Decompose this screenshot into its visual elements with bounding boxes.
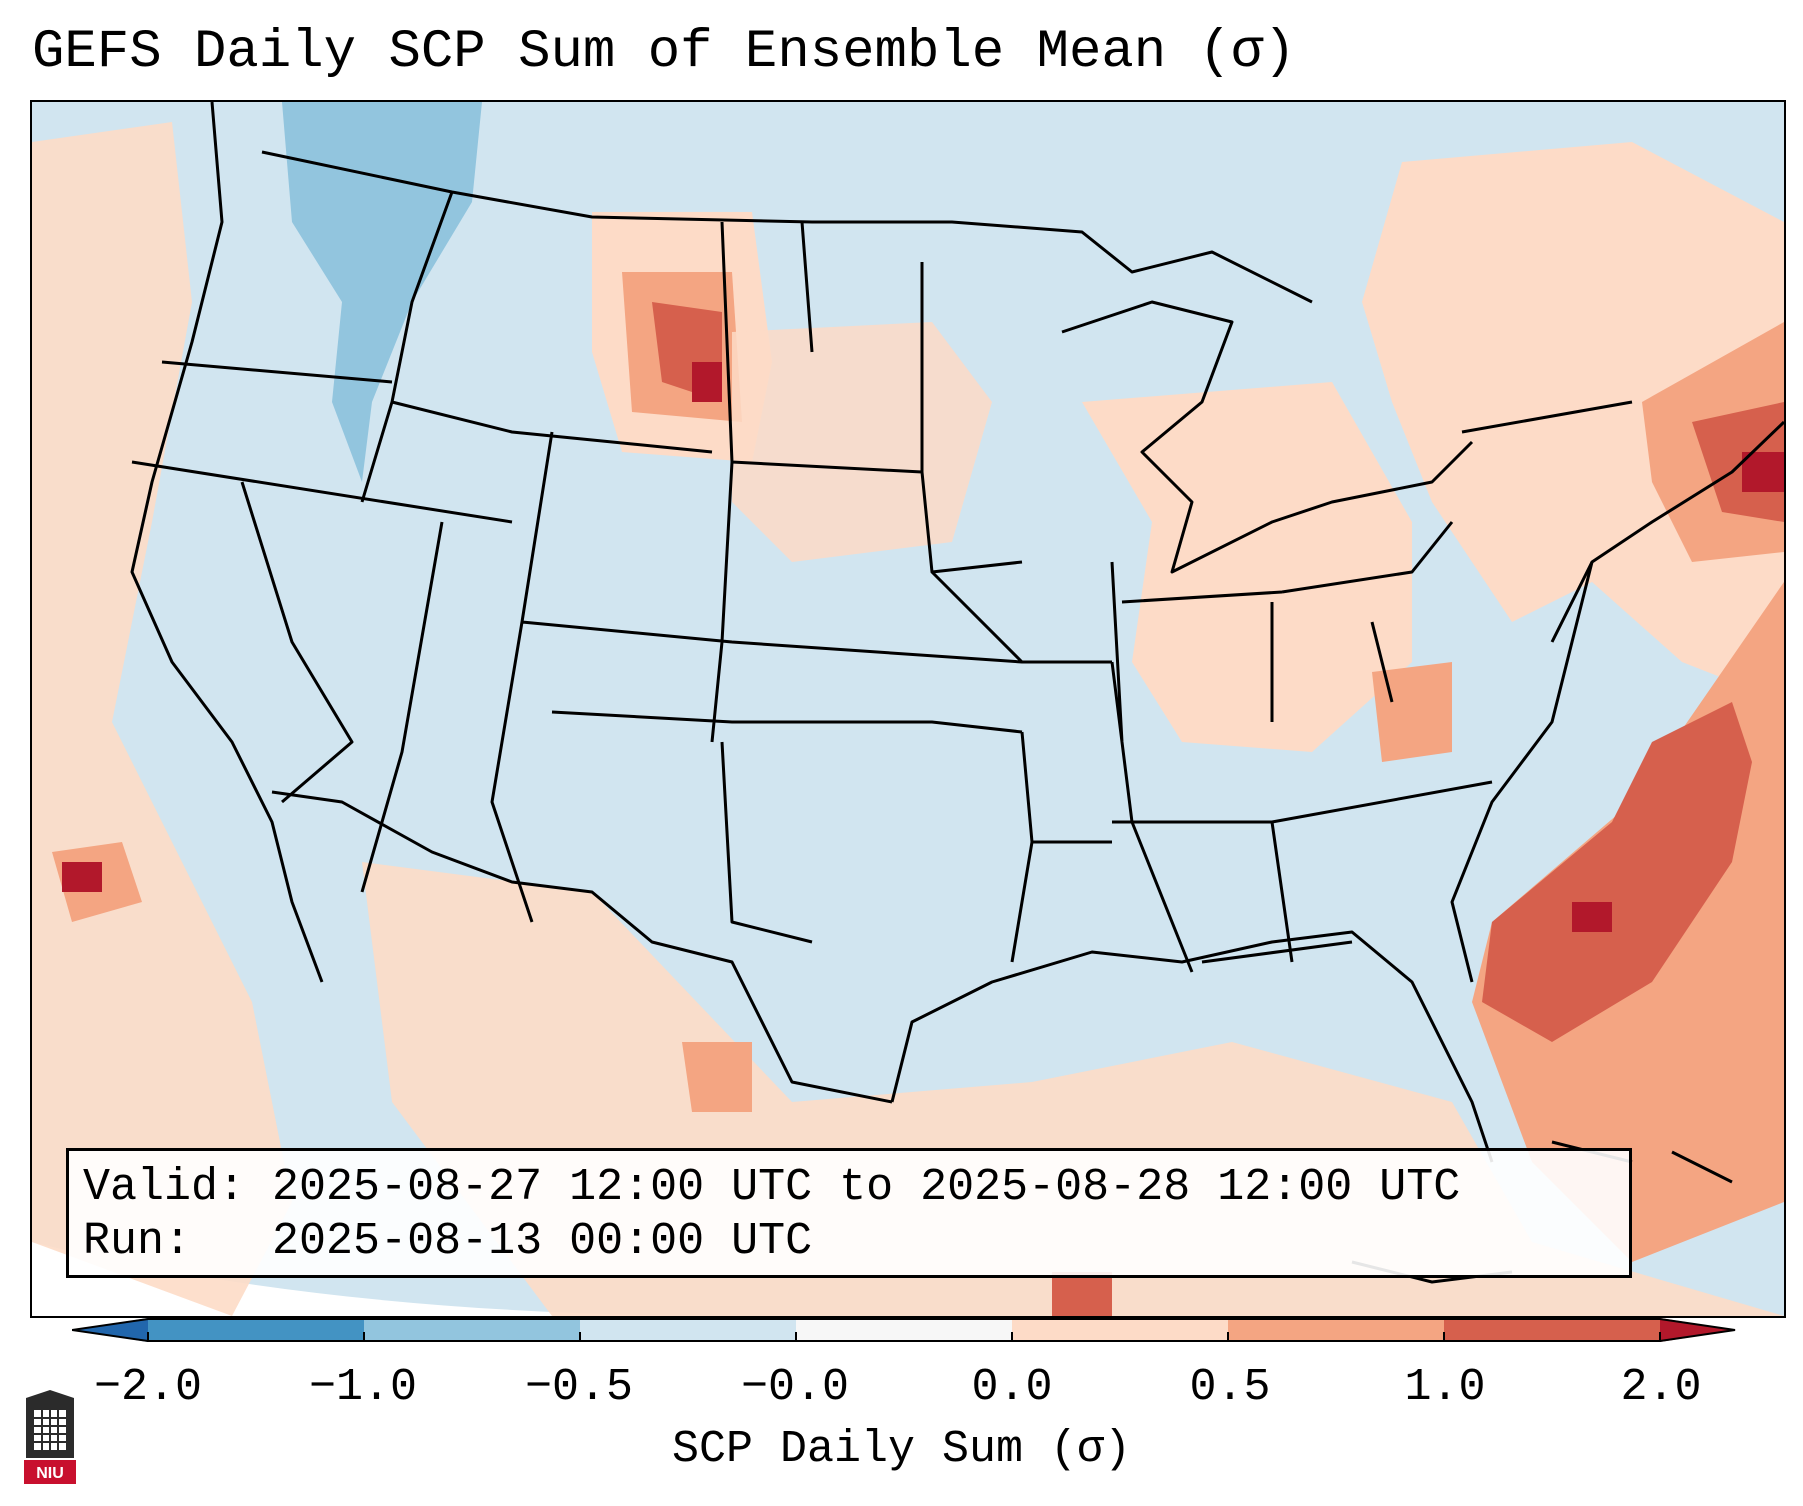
colorbar-bin-2 (364, 1318, 581, 1342)
anomaly-region-atlantic-max (1572, 902, 1612, 932)
anomaly-region-gulf-south (1052, 1272, 1112, 1316)
state-lines (131, 191, 1633, 973)
anomaly-region-new-england-max (1742, 452, 1784, 492)
colorbar-bin-7 (1444, 1318, 1661, 1342)
colorbar-extend-low (72, 1318, 148, 1342)
colorbar-tick-4: −0.0 (740, 1362, 850, 1413)
colorbar (72, 1318, 1736, 1342)
colorbar-tick-8: 2.0 (1620, 1362, 1702, 1413)
colorbar-tick-3: −0.5 (524, 1362, 634, 1413)
anomaly-region-montana-max (692, 362, 722, 402)
map-panel[interactable] (30, 100, 1786, 1318)
anomaly-region-northwest-negative (282, 102, 482, 482)
mexico-border (271, 790, 893, 1104)
valid-label: Valid: (83, 1162, 246, 1213)
colorbar-tick-1: −2.0 (93, 1362, 203, 1413)
colorbar-bin-4 (796, 1318, 1013, 1342)
state-boundaries (130, 102, 1784, 1284)
valid-run-infobox: Valid: 2025-08-27 12:00 UTC to 2025-08-2… (66, 1148, 1632, 1278)
colorbar-bin-3 (580, 1318, 797, 1342)
valid-value: 2025-08-27 12:00 UTC to 2025-08-28 12:00… (272, 1162, 1461, 1213)
anomaly-region-mexico-spot (682, 1042, 752, 1112)
anomaly-region-northeast (1362, 142, 1784, 702)
anomaly-region-appalachians (1372, 662, 1452, 762)
colorbar-tick-5: 0.0 (971, 1362, 1053, 1413)
anomaly-region-pacific (32, 122, 292, 1316)
colorbar-bin-5 (1012, 1318, 1229, 1342)
niu-logo-text: NIU (36, 1465, 64, 1482)
niu-logo: NIU (24, 1390, 76, 1484)
colorbar-label: SCP Daily Sum (σ) (671, 1424, 1132, 1475)
map-title: GEFS Daily SCP Sum of Ensemble Mean (σ) (32, 22, 1296, 83)
run-label: Run: (83, 1216, 192, 1267)
great-lakes (1061, 300, 1474, 574)
run-value: 2025-08-13 00:00 UTC (272, 1216, 813, 1267)
colorbar-bin-6 (1228, 1318, 1445, 1342)
east-coastline (1450, 420, 1784, 983)
colorbar-tick-6: 0.5 (1189, 1362, 1271, 1413)
colorbar-tick-7: 1.0 (1404, 1362, 1486, 1413)
anomaly-region-great-plains (732, 322, 992, 562)
canada-border (261, 150, 1313, 304)
colorbar-tick-2: −1.0 (308, 1362, 418, 1413)
colorbar-extend-high (1660, 1318, 1736, 1342)
gulf-coastline (890, 930, 1494, 1163)
anomaly-region-atlantic-core (1482, 702, 1752, 1042)
west-coastline (130, 102, 324, 983)
colorbar-bin-1 (148, 1318, 365, 1342)
anomaly-region-pacific-max (62, 862, 102, 892)
map-canvas (32, 102, 1784, 1316)
